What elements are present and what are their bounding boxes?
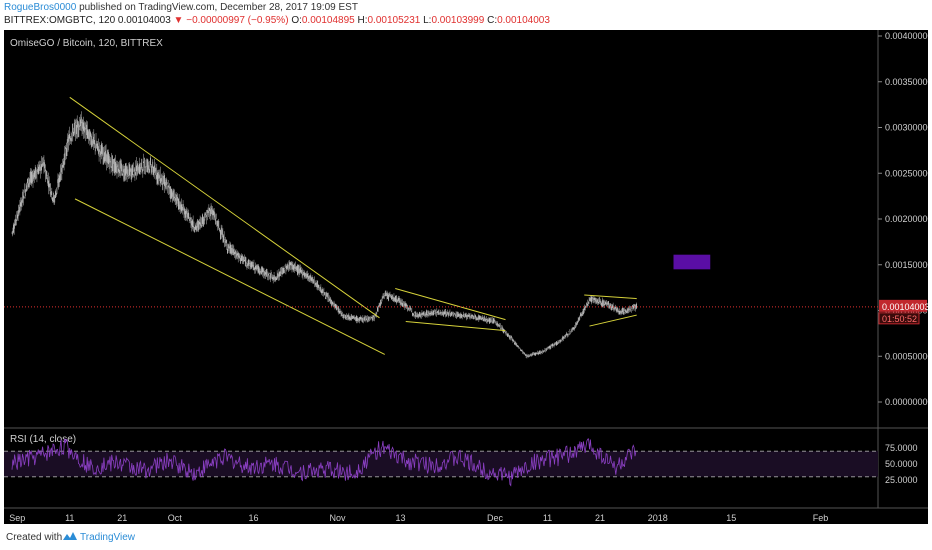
time-tick-label: 11 — [65, 513, 74, 523]
flag-lower-trendline — [405, 320, 506, 332]
last-price-label: 0.00104003 — [882, 302, 928, 312]
time-tick-label: Sep — [9, 513, 25, 523]
price-tick-label: 0.00050000 — [885, 351, 928, 361]
flag-upper-trendline — [395, 288, 506, 321]
footer: Created with TradingView — [0, 526, 932, 550]
time-tick-label: 21 — [117, 513, 127, 523]
price-tick-label: 0.00000000 — [885, 397, 928, 407]
price-tick-label: 0.00300000 — [885, 123, 928, 133]
rsi-line — [11, 438, 637, 487]
last-price-badge — [879, 299, 927, 312]
time-tick-label: Oct — [168, 513, 183, 523]
rsi-tick-label: 25.0000 — [885, 475, 918, 485]
low-label: L: — [423, 15, 432, 26]
time-tick-label: Nov — [329, 513, 346, 523]
chart-header: RogueBros0000 published on TradingView.c… — [0, 0, 932, 30]
tradingview-brand[interactable]: TradingView — [80, 532, 136, 543]
time-tick-label: 2018 — [648, 513, 668, 523]
triangle-lower-trendline — [589, 314, 637, 327]
published-text: published on TradingView.com, December 2… — [79, 2, 358, 13]
price-tick-label: 0.00150000 — [885, 260, 928, 270]
time-tick-label: 15 — [726, 513, 736, 523]
time-tick-label: 11 — [543, 513, 552, 523]
time-tick-label: 16 — [248, 513, 258, 523]
author-link[interactable]: RogueBros0000 — [4, 2, 77, 13]
close-value: 0.00104003 — [497, 15, 550, 26]
countdown-label: 01:50:52 — [882, 314, 917, 324]
rsi-title: RSI (14, close) — [10, 434, 76, 445]
close-label: C: — [487, 15, 498, 26]
time-tick-label: 21 — [595, 513, 605, 523]
chart-area[interactable]: OmiseGO / Bitcoin, 120, BITTREX 0.0040000… — [4, 30, 932, 524]
open-value: 0.00104895 — [301, 15, 355, 26]
chart-svg[interactable]: OmiseGO / Bitcoin, 120, BITTREX 0.0040000… — [4, 30, 932, 524]
rsi-tick-label: 75.0000 — [885, 443, 918, 453]
open-label: O: — [291, 15, 302, 26]
rsi-band-fill — [4, 451, 878, 477]
falling-wedge-upper-trendline — [69, 96, 380, 319]
high-value: 0.00105231 — [367, 15, 421, 26]
price-axis-panel — [878, 30, 928, 524]
target-box — [673, 254, 711, 270]
last-price: 0.00104003 — [117, 15, 171, 26]
high-label: H: — [357, 15, 368, 26]
candles-group — [11, 111, 637, 359]
price-tick-label: 0.00250000 — [885, 168, 928, 178]
created-with-text: Created with — [6, 532, 63, 543]
time-tick-label: 13 — [395, 513, 405, 523]
countdown-badge — [878, 312, 920, 325]
time-tick-label: Feb — [813, 513, 829, 523]
price-change: ▼ −0.00000997 (−0.95%) — [173, 15, 289, 26]
symbol-label: BITTREX:OMGBTC, 120 — [4, 15, 116, 26]
time-tick-label: Dec — [487, 513, 504, 523]
ohlc-line: BITTREX:OMGBTC, 120 0.00104003 ▼ −0.0000… — [4, 15, 550, 26]
publish-line: RogueBros0000 published on TradingView.c… — [4, 2, 358, 13]
low-value: 0.00103999 — [431, 15, 485, 26]
price-tick-label: 0.00200000 — [885, 214, 928, 224]
price-tick-label: 0.00400000 — [885, 31, 928, 41]
price-tick-label: 0.00350000 — [885, 77, 928, 87]
chart-title: OmiseGO / Bitcoin, 120, BITTREX — [10, 38, 163, 49]
triangle-upper-trendline — [584, 294, 637, 300]
tradingview-logo-icon — [63, 532, 77, 540]
rsi-tick-label: 50.0000 — [885, 459, 918, 469]
falling-wedge-lower-trendline — [74, 198, 385, 355]
